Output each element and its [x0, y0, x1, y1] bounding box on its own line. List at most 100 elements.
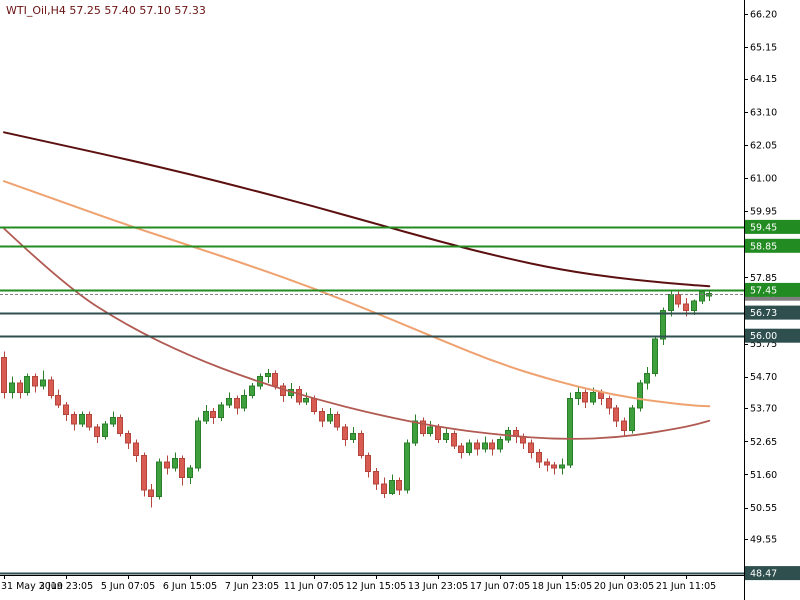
candle-down: [621, 420, 627, 431]
candle-down: [234, 398, 240, 409]
candle-down: [210, 410, 216, 419]
candle-down: [536, 451, 542, 463]
candle-up: [303, 398, 309, 403]
ma-brown-line: [3, 227, 711, 440]
candle-up: [249, 385, 255, 397]
candle-down: [94, 426, 100, 438]
candle-down: [489, 442, 495, 450]
candle-down: [55, 395, 61, 406]
price-level-badge-label: 59.45: [750, 222, 777, 233]
candle-up: [629, 407, 635, 431]
candle-down: [1, 357, 7, 393]
price-level-badge-label: 56.73: [750, 308, 777, 319]
candle-down: [48, 379, 54, 397]
candle-up: [482, 442, 488, 450]
y-axis-label: 64.15: [750, 74, 777, 85]
price-level-badge: [745, 282, 800, 297]
candle-down: [272, 373, 278, 387]
candle-down: [141, 455, 147, 491]
price-level-badge: [745, 566, 800, 581]
candle-down: [358, 432, 364, 456]
y-axis-label: 54.70: [750, 372, 777, 383]
y-axis-label: 57.85: [750, 273, 777, 284]
x-axis-label: 12 Jun 15:05: [346, 581, 406, 592]
candle-up: [40, 379, 46, 387]
candle-down: [582, 391, 588, 403]
candle-up: [350, 432, 356, 441]
candle-down: [544, 461, 550, 466]
candle-up: [203, 410, 209, 422]
candle-down: [435, 426, 441, 441]
candle-up: [241, 395, 247, 409]
x-axis-label: 3 Jun 23:05: [39, 581, 93, 592]
candle-down: [451, 432, 457, 447]
y-axis-label: 51.60: [750, 470, 777, 481]
candle-down: [613, 407, 619, 422]
price-level-badge-label: 48.47: [750, 569, 777, 580]
candle-up: [652, 338, 658, 374]
candle-up: [668, 294, 674, 312]
candle-up: [559, 464, 565, 469]
candle-up: [156, 461, 162, 497]
candle-up: [466, 442, 472, 453]
x-axis-label: 11 Jun 07:05: [284, 581, 344, 592]
candle-up: [443, 432, 449, 441]
price-level-badge-label: 57.45: [750, 285, 777, 296]
candle-down: [63, 404, 69, 415]
price-axis[interactable]: [745, 0, 800, 575]
candle-up: [644, 373, 650, 384]
candle-down: [148, 489, 154, 498]
candle-up: [24, 376, 30, 394]
y-axis-label: 49.55: [750, 535, 777, 546]
candle-down: [474, 442, 480, 450]
x-axis-label: 21 Jun 11:05: [656, 581, 716, 592]
candle-down: [342, 426, 348, 441]
candle-up: [389, 480, 395, 494]
candle-down: [420, 420, 426, 434]
candle-up: [699, 291, 705, 302]
candle-up: [567, 398, 573, 466]
candle-up: [660, 309, 666, 340]
price-level-badge-label: 56.00: [750, 331, 777, 342]
candle-down: [32, 376, 38, 387]
candle-down: [458, 445, 464, 453]
x-axis-label: 13 Jun 23:05: [408, 581, 468, 592]
y-axis-label: 62.05: [750, 140, 777, 151]
candle-down: [280, 385, 286, 397]
candle-down: [117, 417, 123, 435]
y-axis-label: 55.75: [750, 339, 777, 350]
candle-up: [218, 404, 224, 419]
price-level-badge: [745, 238, 800, 253]
y-axis-label: 65.15: [750, 43, 777, 54]
candle-down: [598, 391, 604, 400]
candle-down: [311, 398, 317, 412]
candle-down: [319, 410, 325, 422]
candle-down: [528, 442, 534, 453]
candle-down: [373, 470, 379, 485]
time-axis[interactable]: [0, 576, 744, 600]
candle-up: [9, 382, 15, 393]
candle-down: [551, 464, 557, 469]
ma-orange-line: [3, 180, 711, 408]
candle-down: [125, 432, 131, 444]
x-axis-label: 7 Jun 23:05: [225, 581, 279, 592]
price-level-badge: [745, 328, 800, 343]
x-axis-label: 5 Jun 07:05: [101, 581, 155, 592]
candle-up: [412, 420, 418, 444]
candle-down: [133, 442, 139, 456]
y-axis-label: 66.20: [750, 10, 777, 21]
price-level-badge: [745, 305, 800, 320]
candle-up: [404, 442, 410, 491]
x-axis-label: 18 Jun 15:05: [532, 581, 592, 592]
candle-down: [365, 455, 371, 472]
y-axis-label: 61.00: [750, 174, 777, 185]
y-axis-label: 53.70: [750, 404, 777, 415]
candle-up: [637, 382, 643, 409]
candle-down: [396, 480, 402, 491]
candle-up: [427, 426, 433, 434]
candle-up: [327, 414, 333, 422]
price-level-badge: [745, 219, 800, 234]
x-axis-label: 31 May 2019: [1, 581, 63, 592]
